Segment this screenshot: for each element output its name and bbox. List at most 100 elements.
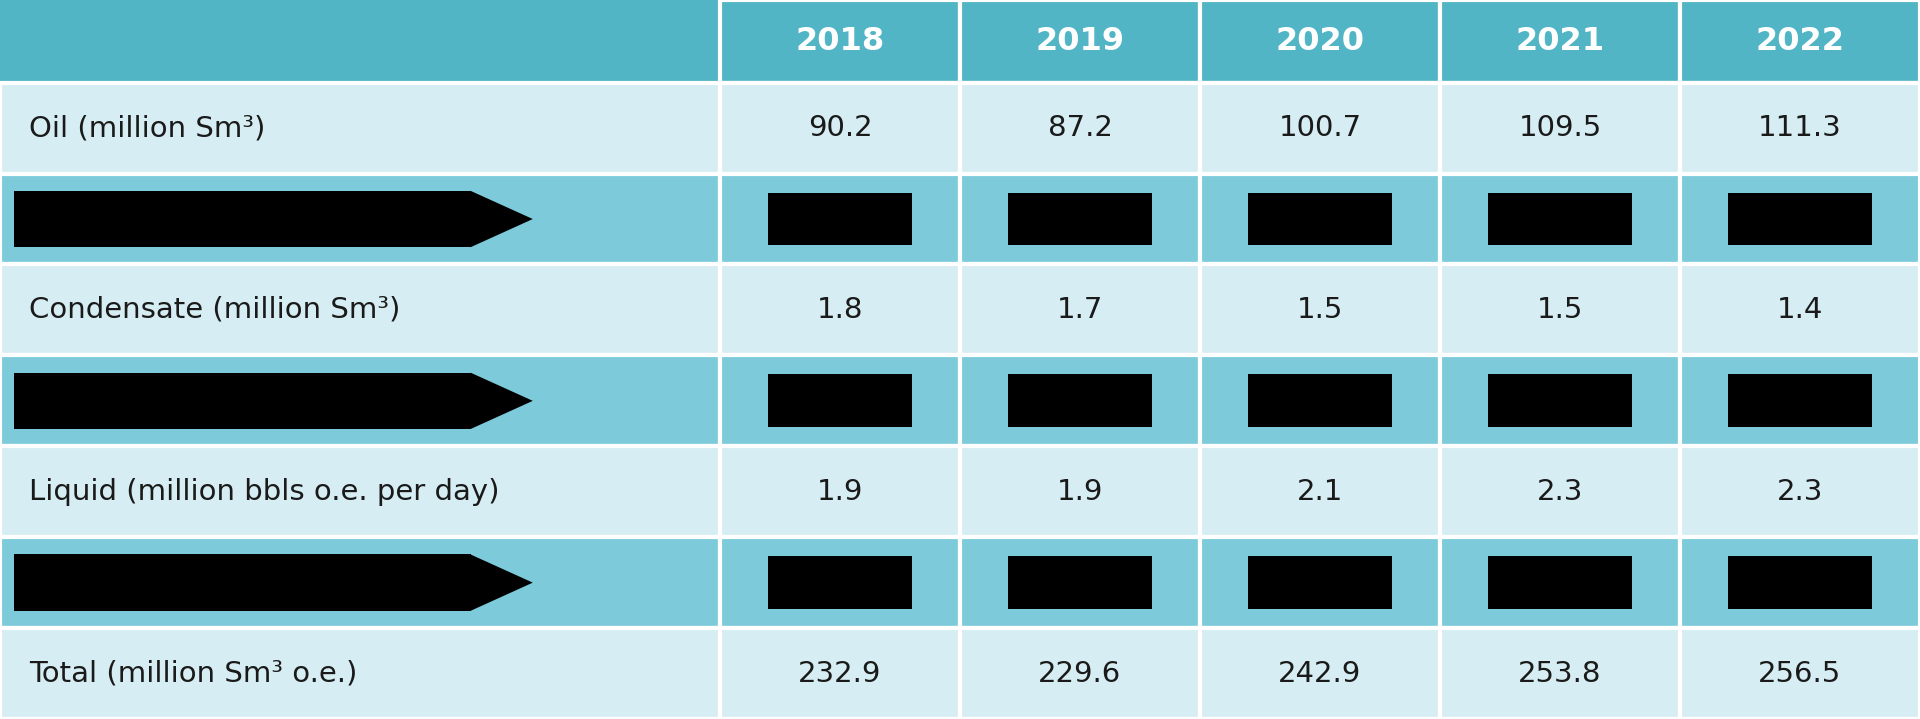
Bar (1680, 265, 1920, 355)
Text: 2018: 2018 (795, 26, 885, 57)
Bar (720, 355, 960, 446)
Bar (0, 537, 1920, 628)
Bar (720, 265, 960, 355)
Bar (13, 554, 470, 611)
Bar (1680, 446, 1920, 537)
Bar (960, 628, 1200, 719)
Bar (0, 0, 1920, 83)
Bar (1200, 173, 1440, 265)
Text: 1.4: 1.4 (1776, 296, 1824, 324)
Text: 2019: 2019 (1035, 26, 1125, 57)
Bar (720, 173, 960, 265)
Bar (1248, 375, 1392, 427)
Bar (1200, 537, 1440, 628)
Text: Total (million Sm³ o.e.): Total (million Sm³ o.e.) (29, 659, 357, 687)
Bar (1488, 375, 1632, 427)
Text: 1.8: 1.8 (816, 296, 864, 324)
Bar (1200, 0, 1440, 83)
Text: 90.2: 90.2 (808, 114, 872, 142)
Bar (1440, 537, 1680, 628)
Text: Liquid (million bbls o.e. per day): Liquid (million bbls o.e. per day) (29, 477, 499, 505)
Bar (1488, 193, 1632, 245)
Bar (0, 265, 720, 355)
Bar (1248, 193, 1392, 245)
Text: 2.1: 2.1 (1296, 477, 1344, 505)
Bar (720, 0, 960, 83)
Bar (1440, 83, 1680, 173)
Bar (960, 83, 1200, 173)
Bar (1680, 0, 1920, 83)
Bar (1680, 628, 1920, 719)
Bar (1008, 193, 1152, 245)
Bar (1440, 628, 1680, 719)
Bar (1200, 446, 1440, 537)
Bar (720, 446, 960, 537)
Bar (768, 375, 912, 427)
Bar (1728, 375, 1872, 427)
Bar (1680, 537, 1920, 628)
Text: 2022: 2022 (1755, 26, 1845, 57)
Text: 2020: 2020 (1275, 26, 1365, 57)
Text: 242.9: 242.9 (1279, 659, 1361, 687)
Bar (960, 265, 1200, 355)
Text: 87.2: 87.2 (1048, 114, 1112, 142)
Text: 1.5: 1.5 (1296, 296, 1344, 324)
Bar (1008, 557, 1152, 609)
Bar (768, 193, 912, 245)
Text: 1.5: 1.5 (1536, 296, 1584, 324)
Bar (720, 628, 960, 719)
Polygon shape (470, 191, 534, 247)
Bar (1200, 83, 1440, 173)
Bar (1488, 557, 1632, 609)
Bar (1440, 355, 1680, 446)
Bar (1440, 446, 1680, 537)
Text: 2.3: 2.3 (1536, 477, 1584, 505)
Bar (1008, 375, 1152, 427)
Bar (720, 537, 960, 628)
Bar (1440, 265, 1680, 355)
Text: 1.7: 1.7 (1056, 296, 1104, 324)
Bar (1248, 557, 1392, 609)
Bar (0, 173, 720, 265)
Bar (1728, 557, 1872, 609)
Bar (1200, 628, 1440, 719)
Bar (1680, 355, 1920, 446)
Bar (960, 0, 1200, 83)
Bar (0, 537, 720, 628)
Bar (1680, 173, 1920, 265)
Text: 253.8: 253.8 (1519, 659, 1601, 687)
Bar (1440, 173, 1680, 265)
Bar (720, 83, 960, 173)
Bar (0, 0, 720, 83)
Bar (0, 355, 1920, 446)
Bar (1728, 193, 1872, 245)
Bar (960, 355, 1200, 446)
Text: 111.3: 111.3 (1759, 114, 1841, 142)
Bar (0, 83, 720, 173)
Text: 2.3: 2.3 (1776, 477, 1824, 505)
Text: 100.7: 100.7 (1279, 114, 1361, 142)
Bar (0, 173, 1920, 265)
Text: Condensate (million Sm³): Condensate (million Sm³) (29, 296, 399, 324)
Polygon shape (470, 554, 534, 611)
Bar (0, 446, 720, 537)
Bar (1200, 265, 1440, 355)
Bar (13, 191, 470, 247)
Bar (1680, 83, 1920, 173)
Polygon shape (470, 372, 534, 429)
Text: Oil (million Sm³): Oil (million Sm³) (29, 114, 265, 142)
Text: 1.9: 1.9 (816, 477, 864, 505)
Text: 109.5: 109.5 (1519, 114, 1601, 142)
Text: 229.6: 229.6 (1039, 659, 1121, 687)
Bar (1200, 355, 1440, 446)
Bar (768, 557, 912, 609)
Bar (0, 355, 720, 446)
Text: 256.5: 256.5 (1759, 659, 1841, 687)
Bar (0, 628, 720, 719)
Text: 232.9: 232.9 (799, 659, 881, 687)
Bar (960, 173, 1200, 265)
Text: 2021: 2021 (1515, 26, 1605, 57)
Bar (1440, 0, 1680, 83)
Bar (960, 537, 1200, 628)
Bar (960, 446, 1200, 537)
